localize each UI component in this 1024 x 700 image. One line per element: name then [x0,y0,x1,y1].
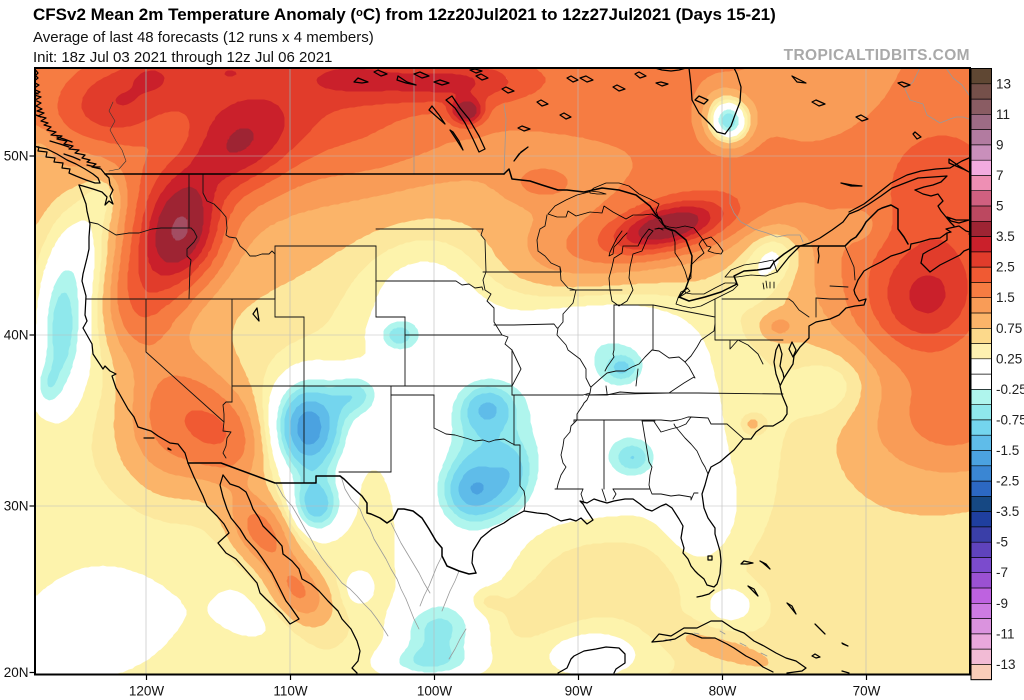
svg-text:-5: -5 [996,535,1008,550]
svg-text:11: 11 [996,107,1010,122]
svg-text:13: 13 [996,76,1011,91]
svg-text:-0.25: -0.25 [996,382,1024,397]
svg-text:9: 9 [996,137,1004,152]
svg-text:-9: -9 [996,596,1008,611]
svg-text:7: 7 [996,168,1004,183]
svg-text:20N: 20N [4,665,29,680]
svg-text:3.5: 3.5 [996,229,1015,244]
svg-text:80W: 80W [709,684,737,699]
svg-text:0.25: 0.25 [996,351,1022,366]
svg-text:-2.5: -2.5 [996,474,1019,489]
svg-text:1.5: 1.5 [996,290,1015,305]
svg-text:-13: -13 [996,657,1016,672]
svg-text:2.5: 2.5 [996,260,1015,275]
svg-text:70W: 70W [853,684,881,699]
svg-text:5: 5 [996,199,1004,214]
svg-text:50N: 50N [4,149,29,164]
svg-text:110W: 110W [273,684,308,699]
svg-text:40N: 40N [4,328,29,343]
svg-text:-7: -7 [996,565,1008,580]
svg-text:-0.75: -0.75 [996,412,1024,427]
svg-text:120W: 120W [129,684,165,699]
svg-text:-3.5: -3.5 [996,504,1019,519]
svg-text:-1.5: -1.5 [996,443,1019,458]
svg-text:30N: 30N [4,499,29,514]
svg-text:100W: 100W [417,684,453,699]
svg-text:90W: 90W [565,684,593,699]
svg-text:0.75: 0.75 [996,321,1022,336]
svg-text:-11: -11 [996,626,1015,641]
